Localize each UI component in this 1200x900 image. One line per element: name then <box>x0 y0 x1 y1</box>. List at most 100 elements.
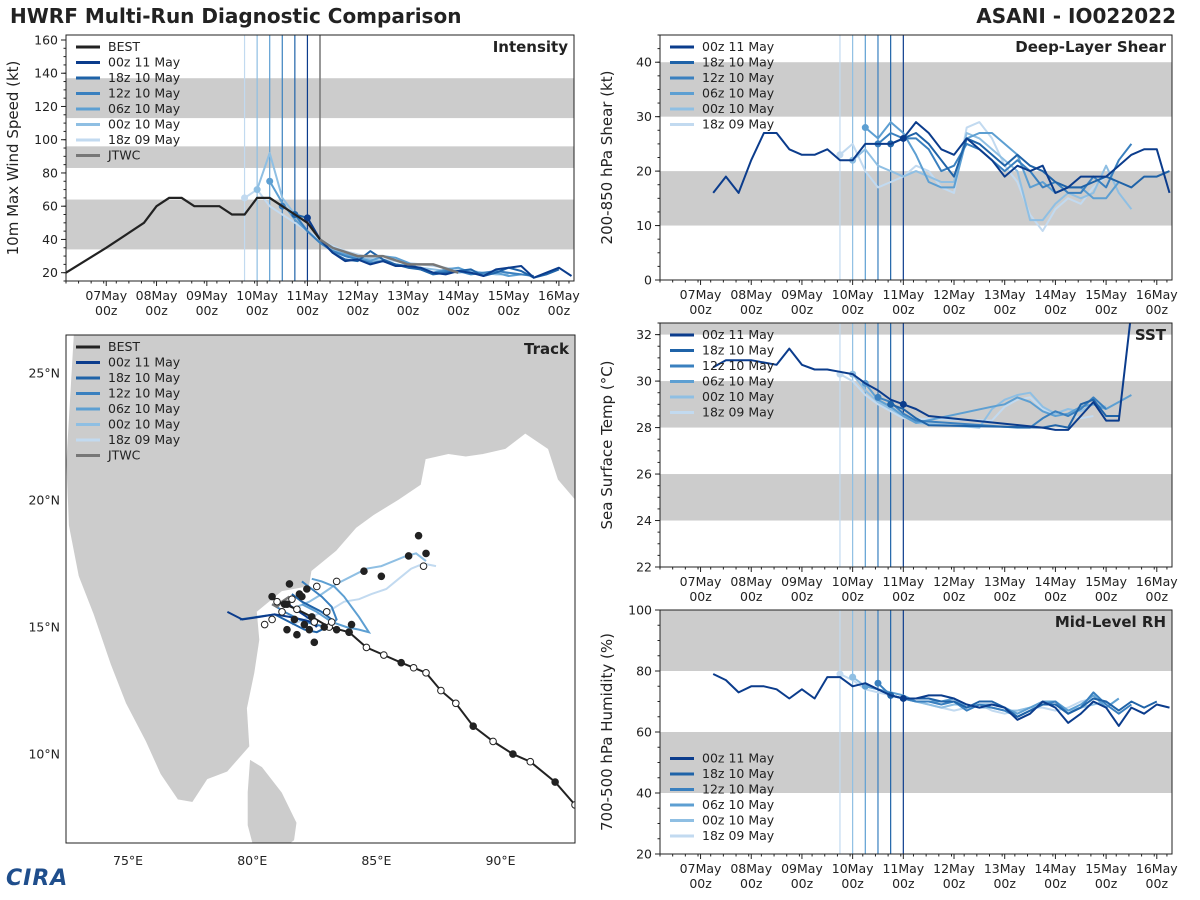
track-run-point <box>322 608 331 616</box>
rh-xtick-label-line: 00z <box>841 876 864 891</box>
intensity-plot-area <box>66 35 574 281</box>
sst-series-12z-10-may <box>877 396 1107 429</box>
sst-xtick-label-line: 00z <box>892 589 915 604</box>
track-run-point <box>285 580 294 588</box>
intensity-xtick-label-line: 16May <box>538 288 580 303</box>
shear-series-00z-11-may <box>712 121 1171 194</box>
shear-xtick-label: 16May 00z <box>1136 287 1178 317</box>
track-frame <box>65 334 576 844</box>
track-run-point <box>422 549 430 558</box>
track-panel: 75°E 80°E 85°E 90°E 10°N 15°N 20°N 25°N Track <box>28 334 576 868</box>
shear-legend-label: 18z 10 May <box>702 55 775 70</box>
rh-xtick-label: 16May 00z <box>1136 861 1178 891</box>
sst-xtick-label-line: 00z <box>943 589 966 604</box>
shear-xtick-label-line: 00z <box>740 302 763 317</box>
shear-series-00z-10-may <box>851 132 1133 222</box>
track-run-point <box>327 618 336 626</box>
track-best-point <box>397 658 405 667</box>
rh-title: Mid-Level RH <box>1055 613 1166 631</box>
shear-init-marker <box>899 134 907 142</box>
intensity-legend-label: 12z 10 May <box>108 86 181 101</box>
rh-init-marker <box>874 679 882 687</box>
intensity-ytick-label: 80 <box>42 165 58 180</box>
intensity-xtick-label: 07May 00z <box>85 288 127 318</box>
track-legend-label: BEST <box>108 339 140 354</box>
sst-xtick-label: 12May 00z <box>933 574 975 604</box>
rh-series-18z-10-may <box>890 694 1158 718</box>
rh-ytick-label: 60 <box>636 725 652 740</box>
track-ytick-label: 20°N <box>28 493 60 508</box>
rh-xtick-label-line: 11May <box>882 861 924 876</box>
rh-legend-label: 18z 09 May <box>702 828 775 843</box>
sst-title: SST <box>1135 326 1167 344</box>
shear-shading-band <box>660 171 1172 226</box>
track-legend-label: 06z 10 May <box>108 401 181 416</box>
shear-ytick-label: 30 <box>636 109 652 124</box>
rh-xtick-label-line: 10May <box>832 861 874 876</box>
shear-xtick-label-line: 09May <box>781 287 823 302</box>
rh-ytick-label: 20 <box>636 847 652 862</box>
shear-xtick-label-line: 00z <box>791 302 814 317</box>
shear-xtick-label-line: 00z <box>1044 302 1067 317</box>
shear-xtick-label: 14May 00z <box>1035 287 1077 317</box>
shear-xtick-label-line: 12May <box>933 287 975 302</box>
shear-xtick-label-line: 00z <box>993 302 1016 317</box>
sst-init-marker <box>874 393 882 401</box>
track-run-point <box>360 567 368 576</box>
intensity-xtick-label-line: 00z <box>447 303 470 318</box>
shear-xtick-label: 10May 00z <box>832 287 874 317</box>
intensity-legend-label: 18z 09 May <box>108 132 181 147</box>
intensity-init-marker <box>266 177 274 185</box>
shear-xtick-label-line: 14May <box>1035 287 1077 302</box>
intensity-legend-label: JTWC <box>107 148 141 163</box>
track-best-point <box>571 801 575 809</box>
sst-xtick-label: 10May 00z <box>832 574 874 604</box>
sst-frame <box>659 322 1173 568</box>
intensity-xtick-label-line: 00z <box>346 303 369 318</box>
intensity-xtick-label-line: 15May <box>488 288 530 303</box>
intensity-xtick-label: 10May 00z <box>236 288 278 318</box>
sst-xtick-label-line: 11May <box>882 574 924 589</box>
intensity-title: Intensity <box>493 38 569 56</box>
sst-xtick-label: 14May 00z <box>1035 574 1077 604</box>
shear-init-marker <box>836 151 844 159</box>
track-best-point <box>551 778 559 786</box>
track-legend-label: 00z 11 May <box>108 355 181 370</box>
sst-init-marker <box>887 400 895 408</box>
sst-legend-label: 00z 10 May <box>702 389 775 404</box>
sst-xtick-label-line: 15May <box>1085 574 1127 589</box>
sst-series-00z-10-may <box>851 373 1107 429</box>
rh-legend-label: 00z 11 May <box>702 751 775 766</box>
track-run-point <box>305 625 314 634</box>
rh-xtick-label-line: 00z <box>740 876 763 891</box>
rh-xtick-label-line: 00z <box>1095 876 1118 891</box>
sst-ytick-label: 30 <box>636 374 652 389</box>
track-best-point <box>273 597 281 606</box>
track-best-point <box>422 669 430 677</box>
track-run-point <box>278 608 286 616</box>
shear-xtick-label-line: 00z <box>1146 302 1169 317</box>
track-ytick-label: 25°N <box>28 366 60 381</box>
shear-xtick-label: 09May 00z <box>781 287 823 317</box>
track-best-point <box>509 750 517 758</box>
shear-xtick-label-line: 13May <box>984 287 1026 302</box>
sst-xtick-label: 11May 00z <box>882 574 924 604</box>
intensity-xtick-label-line: 09May <box>186 288 228 303</box>
intensity-ytick-label: 60 <box>42 199 58 214</box>
shear-xtick-label: 15May 00z <box>1085 287 1127 317</box>
intensity-legend-label: 00z 11 May <box>108 55 181 70</box>
shear-xtick-label-line: 11May <box>882 287 924 302</box>
intensity-xtick-label: 13May 00z <box>387 288 429 318</box>
intensity-frame <box>65 34 575 282</box>
track-best-point <box>489 737 497 746</box>
intensity-xtick-label-line: 00z <box>397 303 420 318</box>
rh-xtick-label-line: 00z <box>1146 876 1169 891</box>
shear-ytick-label: 0 <box>644 273 652 288</box>
sst-xtick-label: 15May 00z <box>1085 574 1127 604</box>
cira-logo: CIRA <box>6 866 69 891</box>
